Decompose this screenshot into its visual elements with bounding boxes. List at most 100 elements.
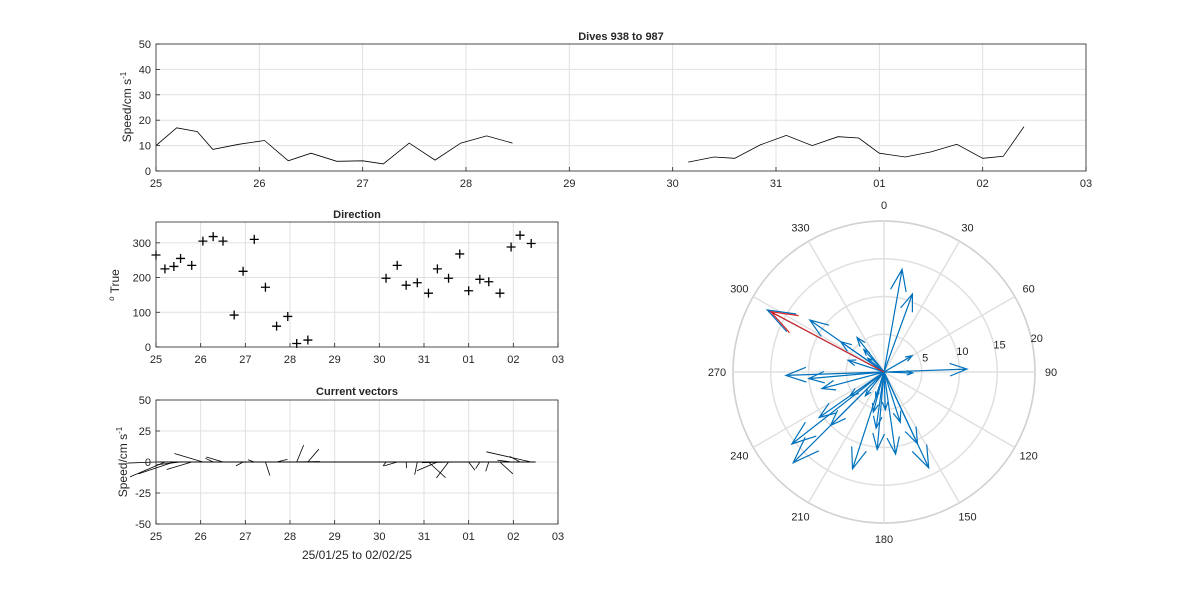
direction-grid [155, 222, 559, 348]
compass-spoke [883, 371, 961, 504]
speed-ytick-label: 30 [139, 90, 151, 102]
compass-arrow [855, 336, 885, 373]
vectors-ylabel-exp: -1 [115, 426, 124, 434]
compass-spoke [752, 295, 885, 373]
compass-angle-label: 150 [958, 512, 976, 524]
compass-angle-label: 330 [791, 222, 809, 234]
vec-xtick-label: 01 [463, 531, 475, 543]
dir-ytick-label: 0 [145, 342, 151, 354]
direction-ylabel-text: True [108, 269, 122, 294]
speed-ylabel-exp: -1 [119, 71, 128, 79]
direction-axes-box [155, 221, 559, 348]
speed-ytick-label: 40 [139, 64, 151, 76]
compass-mean-arrow [769, 310, 885, 373]
compass-angle-label: 240 [730, 451, 748, 463]
vec-ytick-label: 50 [139, 395, 151, 407]
vector-stick [416, 461, 438, 472]
compass-arrow [784, 366, 885, 383]
vector-stick [384, 461, 398, 467]
vec-ytick-label: -50 [135, 519, 151, 531]
vector-stick [127, 461, 157, 464]
direction-point [526, 239, 536, 249]
compass-arrow [883, 292, 913, 373]
vectors-ylabel-text: Speed/cm s [116, 434, 130, 497]
speed-line-segment [155, 127, 513, 165]
direction-chart: 25 26 27 28 29 30 31 01 02 03 0 100 200 300 Directio… [107, 209, 564, 366]
compass-arrow [790, 371, 885, 446]
compass-arrow [872, 371, 885, 430]
vec-xtick-label: 25 [150, 531, 162, 543]
direction-x-ticks: 25 26 27 28 29 30 31 01 02 03 [150, 343, 564, 366]
compass-spoke [883, 240, 961, 373]
speed-ytick-label: 0 [145, 166, 151, 178]
speed-xtick-label: 02 [977, 178, 989, 190]
direction-points [151, 230, 536, 349]
compass-arrow [846, 359, 885, 373]
compass-arrow [871, 371, 885, 414]
compass-arrows [765, 267, 969, 471]
speed-xtick-label: 25 [150, 178, 162, 190]
direction-point [455, 249, 465, 259]
direction-point [292, 339, 302, 349]
compass-angle-label: 180 [875, 534, 893, 546]
compass-arrow [883, 354, 914, 373]
dir-xtick-label: 25 [150, 354, 162, 366]
vector-stick [307, 448, 320, 463]
vector-stick [468, 461, 476, 471]
compass-radius-label: 15 [993, 339, 1005, 351]
vector-stick [499, 461, 514, 475]
direction-point [283, 311, 293, 321]
vector-stick [265, 461, 271, 476]
vectors-xlabel: 25/01/25 to 02/02/25 [302, 548, 412, 562]
vector-stick [405, 461, 408, 469]
direction-point [176, 253, 186, 263]
direction-point [464, 286, 474, 296]
compass-spoke [752, 371, 885, 449]
dir-xtick-label: 27 [239, 354, 251, 366]
speed-xtick-label: 29 [563, 178, 575, 190]
compass-radius-label: 20 [1031, 333, 1043, 345]
compass-arrow [872, 371, 886, 452]
speed-y-ticks: 0 10 20 30 40 50 [139, 39, 160, 178]
direction-point [401, 280, 411, 290]
vector-stick [235, 461, 244, 467]
direction-point [303, 335, 313, 345]
compass-arrow [883, 371, 900, 456]
direction-point [249, 234, 259, 244]
speed-xtick-label: 30 [667, 178, 679, 190]
compass-arrow [820, 371, 885, 391]
compass-arrow [829, 371, 885, 427]
compass-arrow [839, 340, 885, 373]
vector-stick [436, 461, 449, 479]
vector-stick [486, 451, 532, 463]
compass-angle-label: 60 [1023, 284, 1035, 296]
speed-series [155, 126, 1025, 165]
dir-xtick-label: 03 [552, 354, 564, 366]
vector-stick [485, 461, 490, 472]
speed-chart: 25 26 27 28 29 30 31 01 02 03 0 10 20 30 40 50 Dives 9… [119, 31, 1092, 190]
direction-point [229, 310, 239, 320]
direction-point [444, 273, 454, 283]
direction-title: Direction [333, 209, 381, 221]
vec-xtick-label: 02 [507, 531, 519, 543]
direction-point [160, 264, 170, 274]
direction-point [484, 277, 494, 287]
compass-arrow [848, 371, 885, 397]
vector-stick [205, 457, 214, 463]
vec-ytick-label: -25 [135, 488, 151, 500]
dir-ytick-label: 100 [133, 307, 151, 319]
vec-xtick-label: 28 [284, 531, 296, 543]
compass-arrow [851, 371, 885, 471]
speed-title: Dives 938 to 987 [578, 31, 664, 43]
direction-point [432, 264, 442, 274]
speed-grid [155, 43, 1087, 172]
direction-point [198, 236, 208, 246]
direction-point [506, 242, 516, 252]
vec-ytick-label: 0 [145, 457, 151, 469]
vec-xtick-label: 26 [195, 531, 207, 543]
direction-ylabel-prefix: o [107, 296, 116, 301]
direction-point [423, 288, 433, 298]
direction-point [272, 321, 282, 331]
direction-point [238, 266, 248, 276]
